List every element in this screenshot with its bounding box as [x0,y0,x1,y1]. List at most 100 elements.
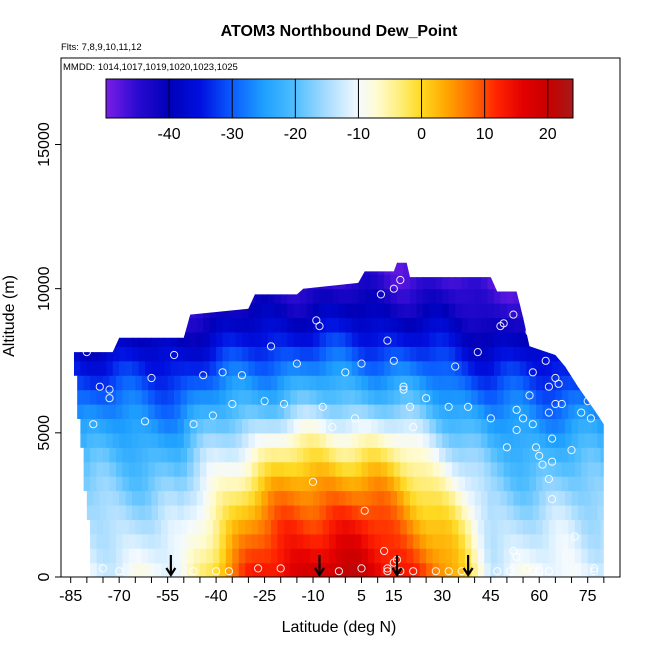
field-cell [426,461,434,477]
field-cell [128,447,136,463]
field-cell [251,375,259,391]
field-cell [474,303,482,319]
field-cell [306,317,314,333]
field-cell [154,533,162,549]
field-cell [468,490,476,506]
field-cell [322,533,330,549]
field-cell [154,562,162,577]
field-cell [581,389,589,405]
field-cell [235,504,243,520]
field-cell [529,562,537,577]
field-cell [73,360,81,376]
field-cell [474,346,482,362]
field-cell [141,519,149,535]
field-cell [335,375,343,391]
field-cell [128,461,136,477]
field-cell [254,331,262,347]
field-cell [174,447,182,463]
field-cell [590,432,598,448]
field-cell [216,432,224,448]
field-cell [364,331,372,347]
field-cell [183,504,191,520]
field-cell [565,360,573,376]
sample-marker [577,408,586,417]
field-cell [222,360,230,376]
field-cell [351,360,359,376]
field-cell [148,447,156,463]
field-cell [300,432,308,448]
field-cell [193,548,201,564]
field-cell [422,317,430,333]
field-cell [254,262,262,275]
field-cell [241,331,250,347]
field-cell [513,262,521,275]
field-cell [477,533,485,549]
field-cell [183,288,191,304]
field-cell [138,360,146,376]
field-cell [439,447,447,463]
field-cell [183,331,191,347]
field-cell [254,288,262,304]
field-cell [222,317,230,333]
field-cell [303,562,311,577]
field-cell [503,562,511,577]
field-cell [245,447,253,463]
sample-marker [509,310,518,319]
sample-marker [528,368,537,377]
field-cell [119,490,127,506]
field-cell [484,389,492,405]
field-cell [115,548,123,564]
field-cell [216,346,224,362]
sample-marker [405,402,415,411]
field-cell [409,317,418,333]
field-cell [577,490,586,506]
field-cell [435,288,443,304]
field-cell [445,389,453,405]
field-cell [568,447,576,463]
field-cell [552,504,560,520]
field-cell [390,418,398,434]
sample-marker [189,567,198,576]
field-cell [413,548,421,564]
field-cell [419,389,427,405]
sample-marker [189,420,198,429]
field-cell [183,303,191,319]
field-cell [222,432,230,448]
field-cell [587,461,595,477]
field-cell [274,360,282,376]
field-cell [377,317,385,333]
field-cell [429,490,437,506]
field-cell [545,346,553,362]
field-cell [267,418,275,434]
field-cell [493,274,502,290]
field-cell [403,432,411,448]
field-cell [484,519,492,535]
sample-marker [140,417,150,426]
field-cell [355,519,363,535]
field-cell [145,262,153,275]
field-cell [477,476,485,492]
field-cell [442,504,450,520]
field-cell [196,418,204,434]
field-cell [119,274,127,290]
field-cell [264,461,272,477]
field-cell [245,562,253,577]
field-cell [325,360,334,376]
field-cell [451,519,460,535]
field-cell [484,562,492,577]
field-cell [229,317,237,333]
field-cell [135,562,143,577]
field-cell [335,562,343,577]
field-cell [432,562,440,577]
field-cell [296,476,304,492]
sample-marker [586,414,596,423]
field-cell [73,346,81,362]
field-cell [109,519,117,535]
field-cell [484,533,492,549]
field-cell [151,288,159,304]
field-cell [83,447,91,463]
field-cell [219,404,227,420]
field-cell [497,548,505,564]
field-cell [558,346,566,362]
field-cell [435,432,443,448]
